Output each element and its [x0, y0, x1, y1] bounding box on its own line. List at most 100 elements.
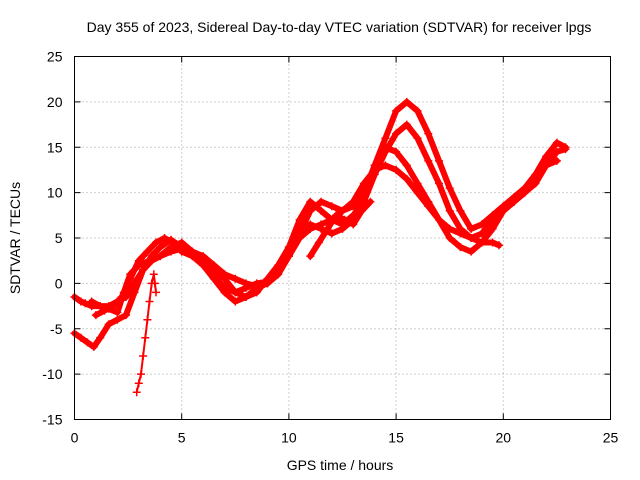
data-point-plus	[76, 297, 85, 306]
data-point-plus	[81, 299, 90, 308]
data-point-plus	[477, 220, 486, 229]
data-point-plus	[152, 238, 160, 247]
data-point-plus	[445, 234, 454, 242]
y-tick-label: 5	[55, 230, 63, 246]
data-point-plus	[231, 274, 240, 283]
data-point-plus	[130, 279, 139, 288]
data-point-plus	[370, 165, 379, 174]
data-point-plus	[139, 352, 148, 360]
y-tick-label: 0	[55, 275, 63, 291]
data-point-plus	[113, 308, 122, 317]
data-point-plus	[424, 129, 433, 138]
data-point-plus	[366, 197, 375, 206]
data-point-plus	[113, 297, 122, 306]
data-point-plus	[199, 252, 208, 261]
data-point-plus	[122, 311, 130, 320]
data-point-plus	[76, 333, 85, 342]
data-point-plus	[349, 197, 358, 206]
data-point-plus	[467, 247, 476, 256]
data-point-plus	[295, 234, 304, 242]
data-point-plus	[83, 338, 92, 347]
data-point-plus	[145, 297, 154, 306]
data-point-plus	[143, 315, 152, 324]
data-point-plus	[338, 206, 347, 215]
data-point-plus	[413, 106, 422, 115]
data-point-plus	[357, 206, 366, 215]
data-point-plus	[488, 224, 497, 233]
data-point-plus	[499, 206, 508, 215]
data-point-plus	[143, 247, 152, 256]
data-point-plus	[306, 224, 315, 233]
data-point-plus	[402, 120, 411, 129]
data-point-plus	[295, 224, 304, 233]
data-point-plus	[402, 97, 411, 106]
x-tick-label: 20	[496, 430, 512, 446]
data-point-plus	[147, 252, 156, 261]
x-tick-label: 10	[281, 430, 297, 446]
data-point-plus	[456, 229, 465, 238]
y-tick-label: 10	[47, 185, 63, 201]
data-point-plus	[284, 252, 293, 261]
data-point-plus	[152, 288, 160, 297]
data-point-plus	[150, 279, 159, 288]
data-point-plus	[314, 238, 323, 247]
data-point-plus	[392, 165, 401, 174]
data-point-plus	[349, 220, 358, 229]
data-point-plus	[263, 279, 272, 288]
data-point-plus	[531, 175, 540, 183]
data-point-plus	[134, 379, 143, 388]
data-point-plus	[139, 265, 148, 274]
y-tick-label: 25	[47, 49, 63, 65]
data-point-plus	[381, 161, 390, 170]
data-point-plus	[561, 145, 570, 154]
data-point-plus	[402, 161, 411, 170]
data-point-plus	[477, 229, 486, 238]
data-point-plus	[209, 274, 218, 283]
data-point-plus	[340, 215, 349, 224]
data-point-plus	[323, 224, 332, 233]
data-point-plus	[317, 206, 326, 215]
data-point-plus	[209, 261, 218, 270]
y-tick-label: 20	[47, 94, 63, 110]
y-tick-label: -10	[42, 366, 62, 382]
data-point-plus	[445, 184, 454, 193]
data-point-plus	[96, 333, 105, 342]
data-point-plus	[327, 229, 336, 238]
chart-title: Day 355 of 2023, Sidereal Day-to-day VTE…	[87, 19, 592, 35]
data-point-plus	[413, 179, 422, 188]
y-tick-label: -5	[50, 321, 63, 337]
data-point-plus	[552, 156, 561, 165]
data-point-plus	[220, 288, 229, 297]
data-point-plus	[413, 134, 422, 143]
data-point-plus	[104, 302, 113, 311]
data-point-plus	[467, 224, 476, 233]
data-point-plus	[413, 188, 422, 197]
x-axis-label: GPS time / hours	[287, 457, 394, 473]
data-point-plus	[242, 293, 250, 301]
x-tick-label: 0	[71, 430, 79, 446]
data-point-plus	[424, 156, 433, 165]
data-point-plus	[167, 235, 175, 244]
data-point-plus	[220, 270, 229, 279]
data-point-plus	[445, 224, 454, 233]
y-axis-label: SDTVAR / TECUs	[7, 182, 23, 294]
data-point-plus	[137, 370, 145, 379]
y-tick-label: -15	[42, 412, 62, 428]
data-point-plus	[134, 256, 143, 265]
data-point-plus	[231, 297, 240, 306]
x-tick-label: 5	[178, 430, 186, 446]
data-point-plus	[542, 152, 551, 161]
data-point-plus	[89, 342, 98, 351]
data-point-plus	[96, 302, 105, 311]
data-point-plus	[87, 297, 96, 306]
data-point-plus	[104, 320, 113, 329]
data-point-plus	[242, 279, 250, 288]
data-point-plus	[149, 270, 158, 279]
data-point-plus	[113, 315, 122, 324]
data-point-plus	[477, 238, 486, 247]
data-point-plus	[332, 211, 341, 220]
x-tick-label: 15	[388, 430, 404, 446]
data-point-plus	[552, 147, 561, 156]
data-point-plus	[317, 220, 326, 229]
data-point-plus	[552, 138, 561, 147]
